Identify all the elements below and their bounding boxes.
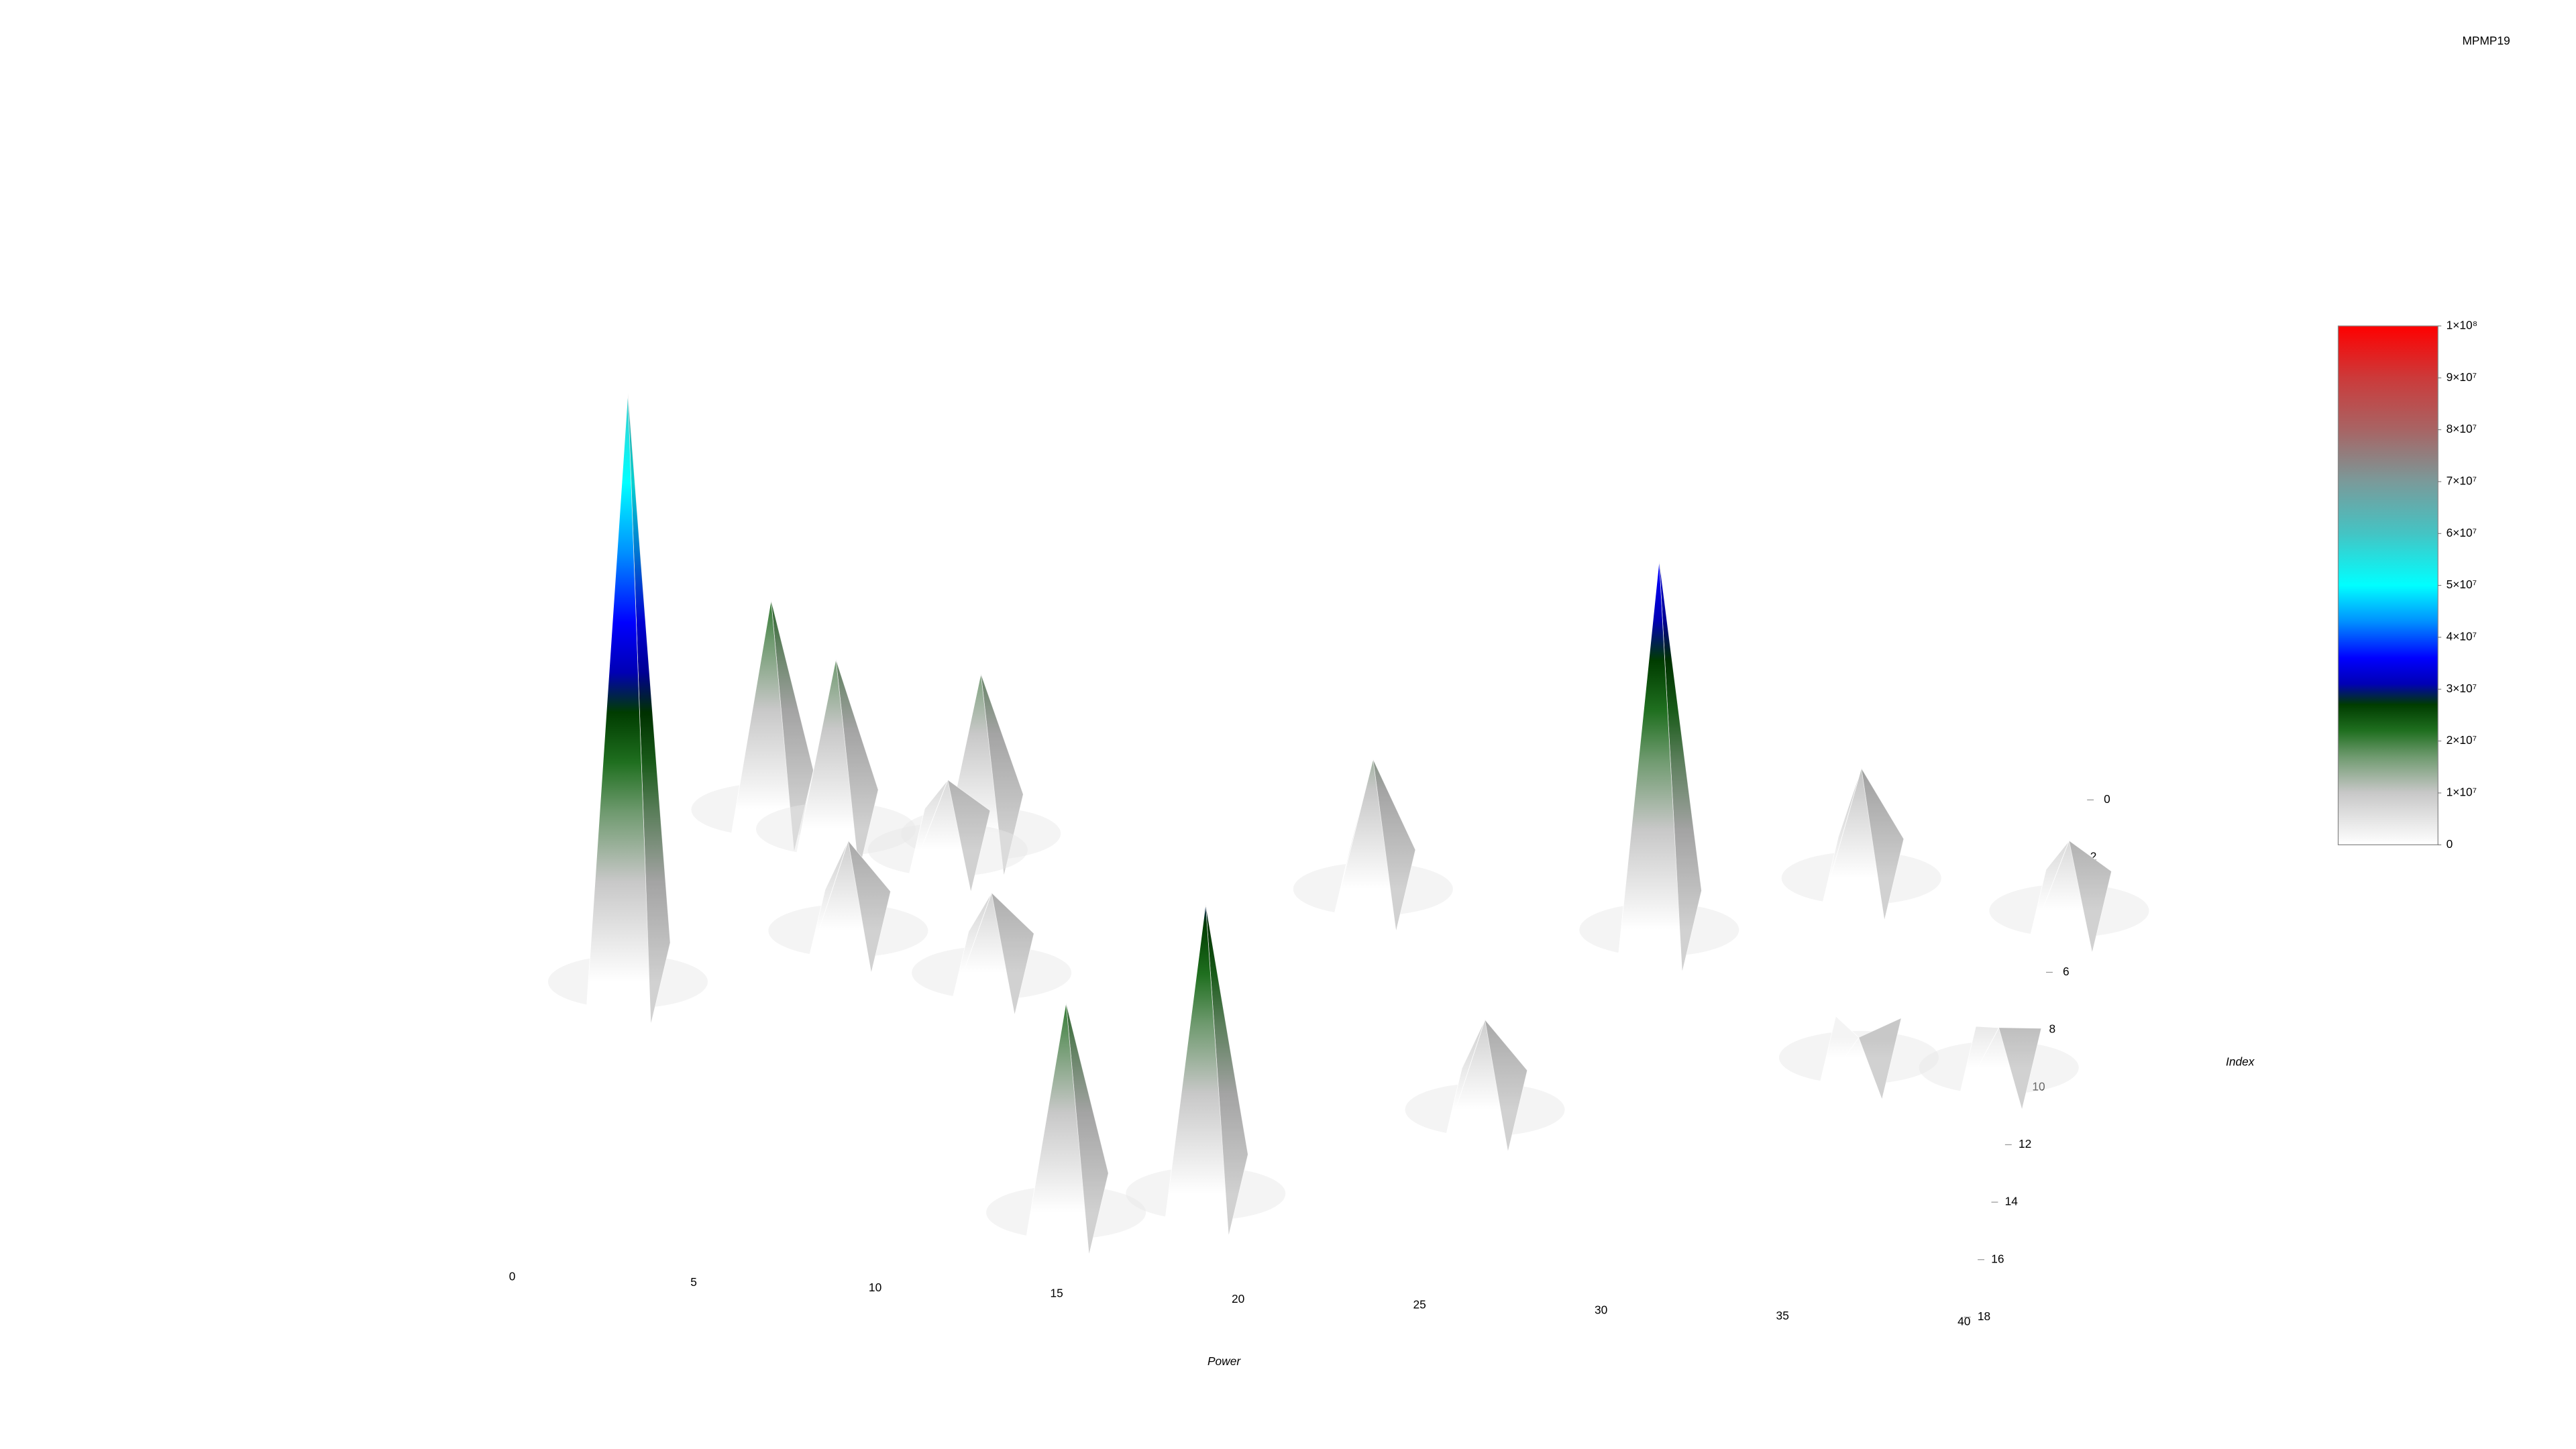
colorbar-tick-label: 9×10⁷ bbox=[2447, 370, 2477, 384]
colorbar-tick-label: 2×10⁷ bbox=[2447, 733, 2477, 747]
peak-face bbox=[806, 841, 872, 973]
colorbar-tick-label: 7×10⁷ bbox=[2447, 474, 2477, 488]
x-tick-label: 20 bbox=[1232, 1292, 1244, 1305]
peak-face bbox=[1816, 1036, 1882, 1099]
peak-face bbox=[1023, 1002, 1089, 1254]
colorbar-tick-label: 4×10⁷ bbox=[2447, 630, 2477, 643]
peak-shade bbox=[1205, 904, 1248, 1235]
peak-shade bbox=[1373, 759, 1415, 930]
peak-face bbox=[1617, 560, 1683, 971]
y-axis-label: Index bbox=[2226, 1055, 2255, 1069]
x-tick-label: 25 bbox=[1413, 1297, 1426, 1311]
peak-shade bbox=[771, 600, 814, 851]
peak-shade bbox=[1066, 1002, 1109, 1254]
y-tick-label: 8 bbox=[2049, 1022, 2056, 1036]
y-tick-label: 16 bbox=[1991, 1252, 2004, 1265]
peak-face bbox=[1956, 1027, 2023, 1110]
peak-shade bbox=[947, 780, 990, 892]
colorbar-tick-label: 0 bbox=[2447, 837, 2453, 851]
peak-shade bbox=[2069, 841, 2112, 952]
peak-face bbox=[729, 600, 795, 851]
peak-face bbox=[905, 779, 971, 892]
colorbar-tick-label: 3×10⁷ bbox=[2447, 682, 2477, 695]
peak-shade bbox=[627, 392, 670, 1023]
x-tick-label: 35 bbox=[1776, 1309, 1789, 1322]
peak-face bbox=[2026, 840, 2093, 953]
colorbar-tick-label: 5×10⁷ bbox=[2447, 578, 2477, 591]
y-tick-label: 10 bbox=[2032, 1079, 2045, 1093]
peak-face bbox=[949, 892, 1015, 1014]
y-tick-label: 2 bbox=[2090, 850, 2097, 863]
x-tick-label: 40 bbox=[1957, 1314, 1970, 1328]
chart-title: MPMP19 bbox=[2462, 34, 2510, 48]
peak-face bbox=[793, 659, 859, 871]
x-axis-label: Power bbox=[1208, 1354, 1241, 1368]
peak-shade bbox=[848, 841, 891, 972]
peak-face bbox=[585, 392, 651, 1024]
y-tick-label: 14 bbox=[2005, 1195, 2019, 1208]
y-tick-label: 18 bbox=[1978, 1309, 1990, 1323]
peak-shade bbox=[1859, 1018, 1901, 1099]
colorbar-tick-label: 1×10⁷ bbox=[2447, 786, 2477, 799]
y-tick-label: 0 bbox=[2104, 792, 2110, 806]
colorbar bbox=[2337, 325, 2438, 845]
peak-shade bbox=[836, 659, 878, 871]
peak-shade bbox=[991, 893, 1034, 1014]
x-tick-label: 5 bbox=[690, 1275, 697, 1289]
y-tick-label: 12 bbox=[2019, 1137, 2031, 1150]
peak-shade bbox=[981, 674, 1024, 875]
colorbar-tick-label: 8×10⁷ bbox=[2447, 422, 2477, 435]
peak-shade bbox=[1485, 1020, 1527, 1151]
x-tick-label: 30 bbox=[1595, 1303, 1607, 1317]
x-tick-label: 15 bbox=[1050, 1287, 1063, 1300]
peak-face bbox=[1819, 768, 1885, 920]
colorbar-tick-label: 1×10⁸ bbox=[2447, 318, 2477, 331]
y-tick-label: 6 bbox=[2063, 965, 2070, 978]
peak-shade bbox=[1998, 1028, 2041, 1109]
colorbar-tick-label: 6×10⁷ bbox=[2447, 526, 2477, 539]
peak-face bbox=[1163, 904, 1230, 1236]
x-tick-label: 0 bbox=[509, 1269, 516, 1283]
peak-shade bbox=[1861, 768, 1904, 920]
peak-face bbox=[1330, 759, 1397, 931]
peak-shade bbox=[1659, 560, 1702, 971]
peak-face bbox=[1442, 1020, 1509, 1151]
x-tick-label: 10 bbox=[869, 1281, 881, 1294]
